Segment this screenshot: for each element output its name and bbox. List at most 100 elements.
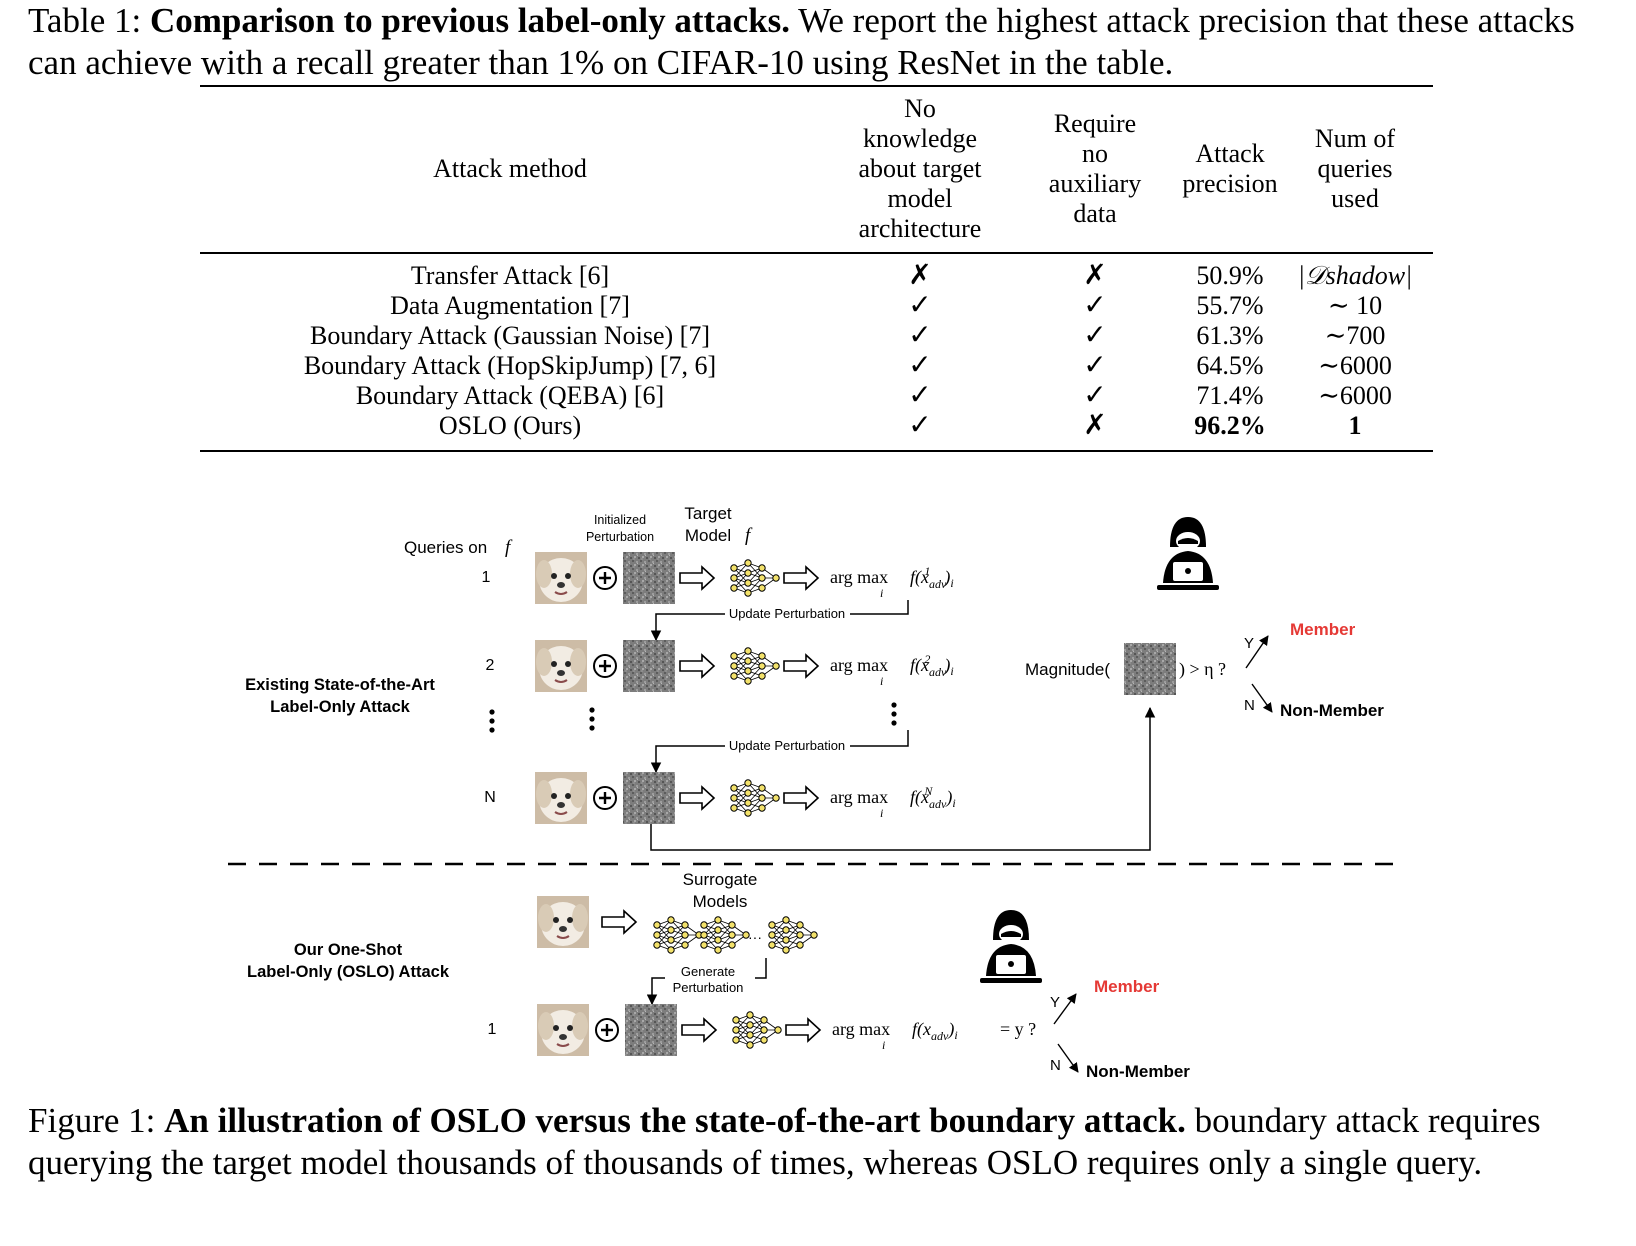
surrogate-network-icon bbox=[700, 916, 750, 954]
header-attack-method: Attack method bbox=[433, 154, 587, 183]
argmax-expression: f(xadv)i bbox=[912, 1019, 958, 1043]
header-no-aux-line: data bbox=[1073, 199, 1117, 228]
table-caption-text: We report the highest attack precision t… bbox=[28, 1, 1575, 82]
table-top-rule bbox=[200, 85, 1433, 87]
table-mid-rule bbox=[200, 252, 1433, 254]
row-no-aux: ✗ bbox=[1083, 410, 1107, 441]
attacker-icon bbox=[980, 910, 1042, 983]
row-precision: 64.5% bbox=[1196, 351, 1264, 380]
magnitude-label: Magnitude( bbox=[1025, 660, 1110, 679]
row-no-aux: ✓ bbox=[1083, 380, 1107, 411]
surrogate-models-label: Models bbox=[693, 892, 748, 911]
argmax-expression: f(xadv2)i bbox=[910, 652, 954, 679]
update-perturbation-label: Update Perturbation bbox=[729, 738, 845, 753]
table-caption-title: Comparison to previous label-only attack… bbox=[149, 1, 791, 40]
header-no-knowledge-line: No bbox=[904, 94, 936, 123]
queries-on-label: Queries on bbox=[404, 538, 487, 557]
query-index: N bbox=[484, 789, 496, 806]
no-arrow bbox=[1251, 683, 1273, 713]
header-queries-line: queries bbox=[1317, 154, 1393, 183]
header-queries-line: Num of bbox=[1314, 124, 1396, 153]
table-caption-prefix: Table 1: bbox=[28, 1, 150, 40]
figure-caption-title: An illustration of OSLO versus the state… bbox=[164, 1101, 1186, 1140]
argmax-subscript: i bbox=[882, 1038, 885, 1052]
header-no-knowledge-line: about target bbox=[858, 154, 982, 183]
argmax-text: arg max bbox=[830, 655, 888, 675]
update-label-bg bbox=[725, 605, 850, 621]
header-no-aux-line: no bbox=[1082, 139, 1108, 168]
no-arrow bbox=[1057, 1043, 1079, 1073]
hollow-arrow-icon bbox=[785, 1018, 821, 1042]
table-caption: Table 1: Comparison to previous label-on… bbox=[28, 0, 1618, 84]
hollow-arrow-icon bbox=[681, 1018, 717, 1042]
yes-arrow bbox=[1245, 635, 1269, 669]
update-label-bg bbox=[725, 737, 850, 753]
row-no-aux: ✓ bbox=[1083, 290, 1107, 321]
perturbation-image bbox=[623, 552, 675, 604]
row-precision: 61.3% bbox=[1196, 321, 1264, 350]
argmax-expression: f(xadv1)i bbox=[910, 564, 954, 591]
header-precision-line: precision bbox=[1182, 169, 1278, 198]
no-label: N bbox=[1050, 1057, 1061, 1074]
add-icon bbox=[594, 1017, 620, 1043]
hollow-arrow-icon bbox=[679, 654, 715, 678]
query-index: 1 bbox=[488, 1021, 497, 1038]
generate-perturbation-label: Perturbation bbox=[673, 980, 744, 995]
threshold-text: ) > η ? bbox=[1179, 659, 1226, 680]
queries-f-symbol: f bbox=[505, 537, 513, 558]
row-no-knowledge: ✓ bbox=[908, 320, 932, 351]
neural-network-icon bbox=[730, 559, 780, 597]
header-num-queries: Num of queries used bbox=[1295, 124, 1415, 214]
update-perturbation-label: Update Perturbation bbox=[729, 606, 845, 621]
ellipsis-dots bbox=[489, 702, 897, 733]
figure-caption-text: boundary attack requires querying the ta… bbox=[28, 1101, 1541, 1182]
row-method: OSLO (Ours) bbox=[438, 411, 582, 440]
generate-perturbation-label: Generate bbox=[681, 964, 735, 979]
add-icon bbox=[592, 565, 618, 591]
surrogate-models-label: Surrogate bbox=[683, 870, 758, 889]
argmax-subscript: i bbox=[880, 674, 883, 688]
non-member-label: Non-Member bbox=[1280, 701, 1384, 720]
init-perturbation-label: Initialized bbox=[594, 513, 646, 527]
neural-network-icon bbox=[730, 779, 780, 817]
hollow-arrow-icon bbox=[679, 786, 715, 810]
row-no-knowledge: ✓ bbox=[908, 380, 932, 411]
header-no-knowledge: No knowledge about target model architec… bbox=[820, 94, 1020, 244]
target-model-label: Target bbox=[684, 504, 732, 523]
surrogate-network-icon bbox=[768, 916, 818, 954]
argmax-subscript: i bbox=[880, 806, 883, 820]
dog-image bbox=[534, 771, 588, 825]
neural-network-icon bbox=[730, 647, 780, 685]
header-no-aux-line: Require bbox=[1053, 109, 1137, 138]
argmax-text: arg max bbox=[830, 567, 888, 587]
oslo-attack-label: Label-Only (OSLO) Attack bbox=[247, 963, 450, 981]
header-no-knowledge-line: model bbox=[887, 184, 953, 213]
row-queries: |𝒟shadow| bbox=[1297, 261, 1413, 290]
row-no-knowledge: ✓ bbox=[908, 410, 932, 441]
add-icon bbox=[592, 653, 618, 679]
neural-network-icon bbox=[732, 1011, 782, 1049]
header-no-aux-line: auxiliary bbox=[1048, 169, 1142, 198]
row-precision: 55.7% bbox=[1196, 291, 1264, 320]
generate-label-bg bbox=[665, 962, 755, 998]
hollow-arrow-icon bbox=[601, 910, 637, 934]
dog-image bbox=[536, 895, 590, 949]
row-queries: ∼6000 bbox=[1318, 351, 1392, 380]
yes-label: Y bbox=[1050, 994, 1060, 1011]
member-label: Member bbox=[1094, 977, 1160, 996]
row-method: Transfer Attack [6] bbox=[410, 261, 610, 290]
attacker-icon bbox=[1157, 517, 1219, 590]
existing-attack-label: Existing State-of-the-Art bbox=[245, 676, 435, 694]
header-queries-line: used bbox=[1331, 184, 1379, 213]
row-precision: 96.2% bbox=[1194, 411, 1266, 440]
hollow-arrow-icon bbox=[783, 786, 819, 810]
argmax-text: arg max bbox=[830, 787, 888, 807]
yes-label: Y bbox=[1244, 635, 1254, 652]
header-no-knowledge-line: architecture bbox=[858, 214, 982, 243]
init-perturbation-label: Perturbation bbox=[586, 530, 654, 544]
figure-caption: Figure 1: An illustration of OSLO versus… bbox=[28, 1100, 1618, 1184]
query-index: 2 bbox=[486, 657, 495, 674]
perturbation-image bbox=[625, 1004, 677, 1056]
member-label: Member bbox=[1290, 620, 1356, 639]
hollow-arrow-icon bbox=[783, 654, 819, 678]
